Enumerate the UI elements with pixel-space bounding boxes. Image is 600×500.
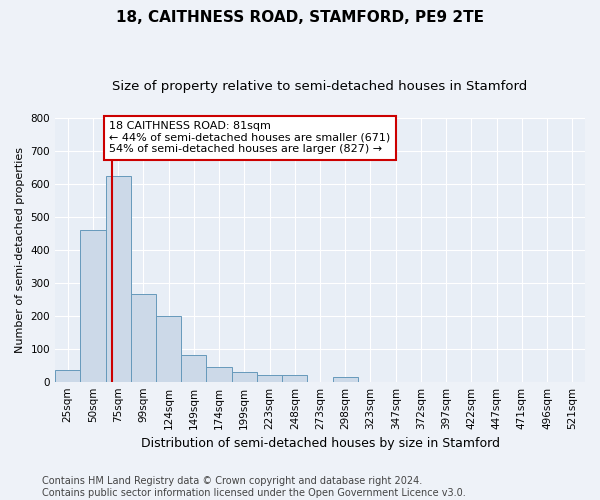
X-axis label: Distribution of semi-detached houses by size in Stamford: Distribution of semi-detached houses by … [140, 437, 500, 450]
Bar [332, 376, 358, 382]
Bar [55, 370, 80, 382]
Bar [257, 375, 282, 382]
Bar [282, 375, 307, 382]
Bar [206, 367, 232, 382]
Title: Size of property relative to semi-detached houses in Stamford: Size of property relative to semi-detach… [112, 80, 527, 93]
Y-axis label: Number of semi-detached properties: Number of semi-detached properties [15, 146, 25, 352]
Text: Contains HM Land Registry data © Crown copyright and database right 2024.
Contai: Contains HM Land Registry data © Crown c… [42, 476, 466, 498]
Bar [80, 230, 106, 382]
Bar [232, 372, 257, 382]
Text: 18, CAITHNESS ROAD, STAMFORD, PE9 2TE: 18, CAITHNESS ROAD, STAMFORD, PE9 2TE [116, 10, 484, 25]
Bar [131, 294, 156, 382]
Bar [156, 316, 181, 382]
Text: 18 CAITHNESS ROAD: 81sqm
← 44% of semi-detached houses are smaller (671)
54% of : 18 CAITHNESS ROAD: 81sqm ← 44% of semi-d… [109, 121, 391, 154]
Bar [106, 176, 131, 382]
Bar [181, 356, 206, 382]
